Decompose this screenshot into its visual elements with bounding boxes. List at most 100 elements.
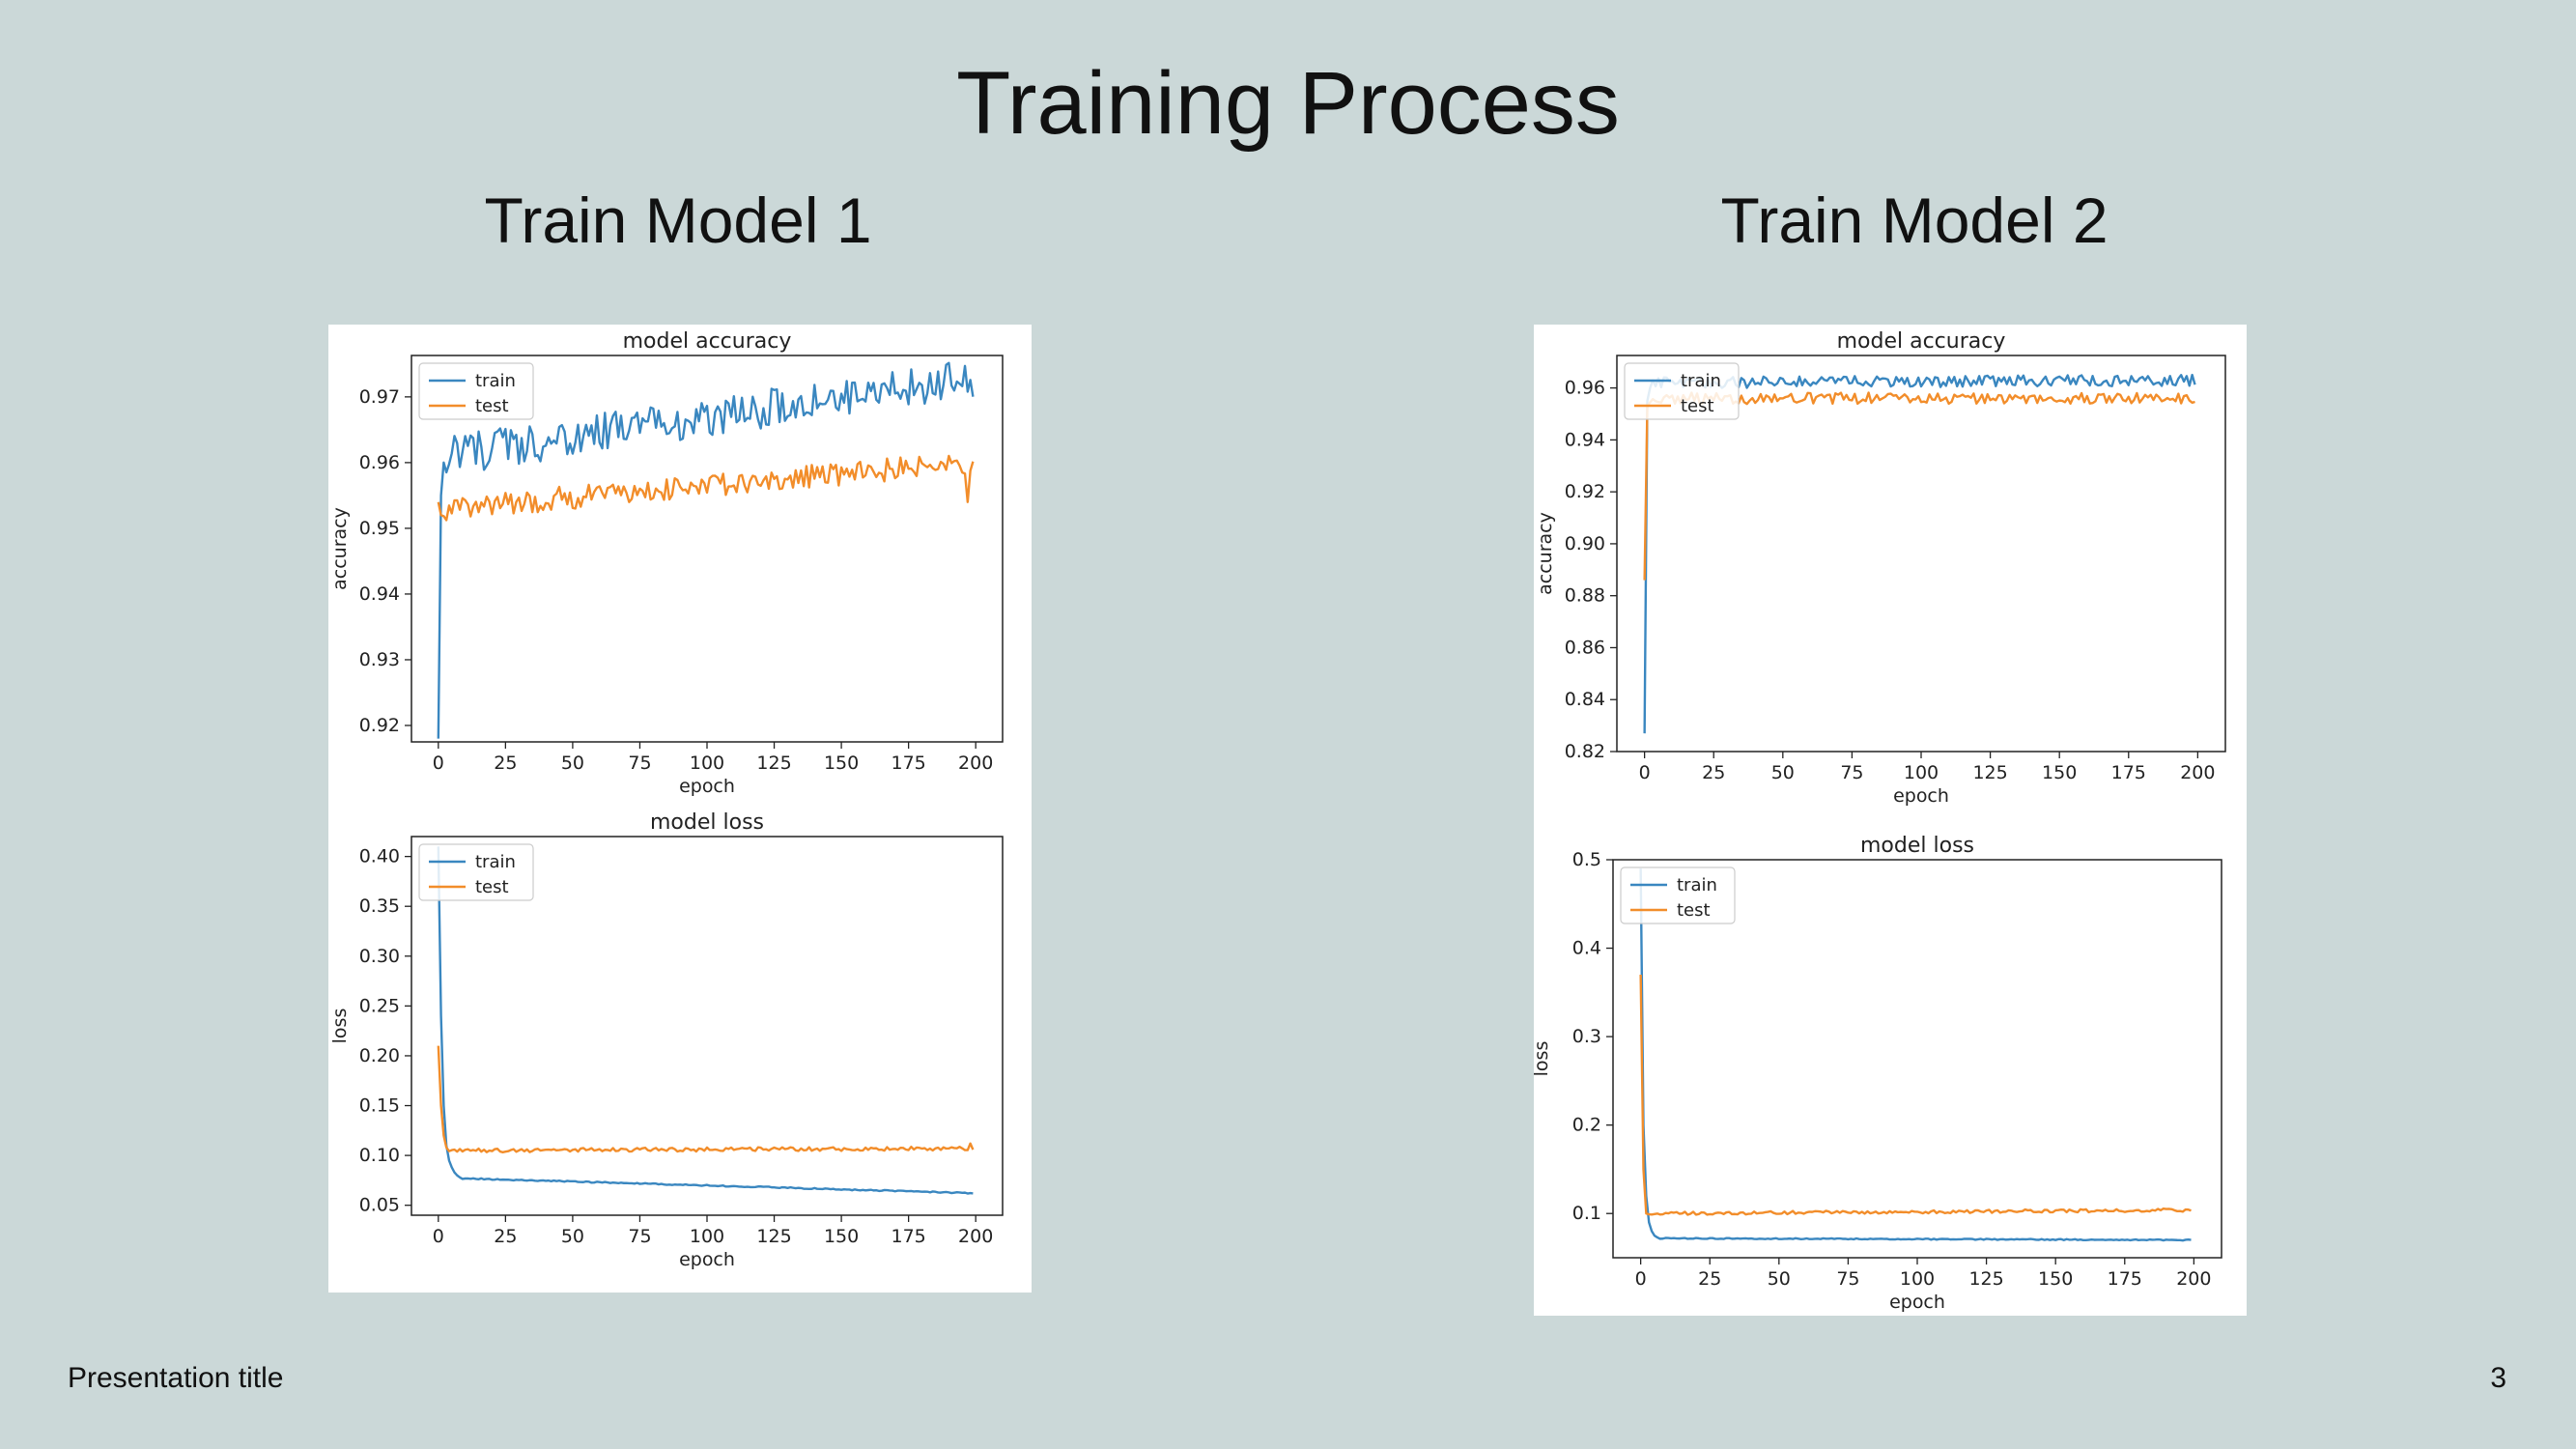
m1-loss-xtick-label: 50 <box>561 1226 584 1247</box>
m1-loss-legend-label-train: train <box>475 852 516 872</box>
slide-title: Training Process <box>956 54 1620 153</box>
model-1-figure: model accuracy 0 25 50 75 100 125 150 175 200 0.92… <box>328 325 1032 1293</box>
m2-loss-xtick-label: 200 <box>2176 1268 2211 1290</box>
m2-loss-xtick-label: 0 <box>1635 1268 1647 1290</box>
m1-accuracy-ylabel: accuracy <box>329 507 351 590</box>
m1-accuracy-ytick-label: 0.94 <box>359 583 400 605</box>
m1-accuracy-xtick-label: 150 <box>824 753 859 774</box>
m1-loss-xtick-label: 125 <box>756 1226 791 1247</box>
m2-accuracy-ytick-label: 0.92 <box>1565 481 1605 502</box>
m1-accuracy-xtick-label: 50 <box>561 753 584 774</box>
m2-accuracy-series-test <box>1643 391 2195 581</box>
m2-accuracy-legend-label-test: test <box>1681 396 1714 416</box>
m1-loss-ytick-label: 0.25 <box>359 995 400 1016</box>
m2-accuracy-legend: train test <box>1624 362 1740 420</box>
model-1-heading: Train Model 1 <box>484 185 872 256</box>
m1-loss-chart: model loss 0 25 50 75 100 125 150 175 200 0.05 0.10… <box>329 810 1004 1270</box>
m1-loss-ytick-label: 0.35 <box>359 895 400 917</box>
m2-loss-xtick-label: 175 <box>2108 1268 2142 1290</box>
page-number: 3 <box>2490 1362 2506 1394</box>
m2-loss-ytick-label: 0.2 <box>1572 1115 1601 1136</box>
m2-loss-ytick-label: 0.5 <box>1572 849 1601 870</box>
m2-accuracy-ytick-label: 0.86 <box>1565 637 1605 658</box>
m2-accuracy-ytick-label: 0.96 <box>1565 378 1605 399</box>
m1-accuracy-ytick-label: 0.97 <box>359 386 400 408</box>
m1-accuracy-series-test <box>437 454 975 522</box>
m1-loss-title: model loss <box>650 810 764 835</box>
m1-accuracy-legend-label-train: train <box>475 371 516 391</box>
m2-accuracy-series-train <box>1643 373 2196 734</box>
m1-accuracy-ytick-label: 0.96 <box>359 452 400 473</box>
m1-loss-ytick-label: 0.30 <box>359 946 400 967</box>
m1-loss-ylabel: loss <box>329 1009 351 1044</box>
m2-accuracy-xtick-label: 75 <box>1840 762 1863 783</box>
m2-accuracy-xtick-label: 175 <box>2111 762 2146 783</box>
m2-accuracy-legend-label-train: train <box>1681 371 1721 391</box>
m2-accuracy-title: model accuracy <box>1837 329 2006 354</box>
m2-loss-legend-label-train: train <box>1677 875 1717 895</box>
model-2-figure: model accuracy 0 25 50 75 100 125 150 175 200 0.82… <box>1534 325 2247 1316</box>
m2-accuracy-xtick-label: 100 <box>1904 762 1939 783</box>
m2-loss-ylabel: loss <box>1534 1041 1552 1077</box>
m2-loss-ytick-label: 0.3 <box>1572 1026 1601 1047</box>
m1-loss-ytick-label: 0.40 <box>359 846 400 867</box>
m1-accuracy-xtick-label: 75 <box>628 753 651 774</box>
m1-loss-ytick-label: 0.10 <box>359 1145 400 1166</box>
m2-accuracy-ytick-label: 0.94 <box>1565 429 1605 450</box>
m1-accuracy-xtick-label: 125 <box>756 753 791 774</box>
m2-loss-xtick-label: 25 <box>1698 1268 1721 1290</box>
m1-loss-legend: train test <box>418 843 534 901</box>
m1-loss-ytick-label: 0.15 <box>359 1095 400 1117</box>
m2-accuracy-ylabel: accuracy <box>1535 512 1556 595</box>
m1-accuracy-xtick-label: 200 <box>958 753 993 774</box>
m1-accuracy-legend-label-test: test <box>475 396 509 416</box>
m1-accuracy-ytick-label: 0.92 <box>359 715 400 736</box>
m2-accuracy-ytick-label: 0.82 <box>1565 741 1605 762</box>
m1-accuracy-chart: model accuracy 0 25 50 75 100 125 150 175 200 0.92… <box>329 329 1004 797</box>
footer-presentation-title: Presentation title <box>68 1362 284 1394</box>
m1-accuracy-title: model accuracy <box>623 329 792 354</box>
m2-accuracy-ytick-label: 0.88 <box>1565 585 1605 607</box>
m1-loss-xlabel: epoch <box>679 1249 735 1270</box>
m1-accuracy-xtick-label: 175 <box>892 753 926 774</box>
model-2-heading: Train Model 2 <box>1720 185 2109 256</box>
m1-loss-legend-label-test: test <box>475 877 509 897</box>
m2-loss-chart: model loss 0 25 50 75 100 125 150 175 200 0.1 0.2 0.… <box>1534 834 2222 1313</box>
m2-loss-ytick-label: 0.4 <box>1572 938 1601 959</box>
m1-loss-xtick-label: 175 <box>892 1226 926 1247</box>
m2-accuracy-xtick-label: 50 <box>1771 762 1795 783</box>
m2-accuracy-xtick-label: 25 <box>1702 762 1725 783</box>
m1-accuracy-legend: train test <box>418 362 534 420</box>
m2-accuracy-xtick-label: 0 <box>1639 762 1651 783</box>
m2-loss-ytick-label: 0.1 <box>1572 1203 1601 1224</box>
m1-accuracy-series-train <box>437 361 975 739</box>
m2-loss-legend: train test <box>1620 867 1736 924</box>
m1-loss-xtick-label: 25 <box>494 1226 517 1247</box>
m1-accuracy-xtick-label: 25 <box>494 753 517 774</box>
m2-loss-xtick-label: 50 <box>1768 1268 1791 1290</box>
m1-loss-xtick-label: 100 <box>690 1226 724 1247</box>
m2-accuracy-xtick-label: 125 <box>1972 762 2007 783</box>
m1-loss-ytick-label: 0.05 <box>359 1195 400 1216</box>
m1-accuracy-xlabel: epoch <box>679 776 735 797</box>
m2-loss-legend-label-test: test <box>1677 900 1711 921</box>
m2-accuracy-xtick-label: 200 <box>2180 762 2215 783</box>
m2-accuracy-ytick-label: 0.90 <box>1565 533 1605 554</box>
m2-loss-xtick-label: 100 <box>1900 1268 1935 1290</box>
m1-accuracy-xtick-label: 100 <box>690 753 724 774</box>
m1-accuracy-xtick-label: 0 <box>433 753 444 774</box>
m2-accuracy-xtick-label: 150 <box>2042 762 2077 783</box>
m2-loss-series-train <box>1639 868 2192 1242</box>
m1-loss-xtick-label: 150 <box>824 1226 859 1247</box>
m1-accuracy-ytick-label: 0.95 <box>359 518 400 539</box>
m2-loss-xlabel: epoch <box>1889 1292 1945 1313</box>
m1-loss-xtick-label: 0 <box>433 1226 444 1247</box>
m1-loss-ytick-label: 0.20 <box>359 1045 400 1066</box>
m2-loss-xtick-label: 150 <box>2038 1268 2073 1290</box>
m2-accuracy-xlabel: epoch <box>1893 785 1949 807</box>
m1-loss-xtick-label: 200 <box>958 1226 993 1247</box>
m1-loss-series-test <box>437 1045 975 1153</box>
m2-loss-series-test <box>1639 975 2192 1216</box>
m2-accuracy-ytick-label: 0.84 <box>1565 689 1605 710</box>
m2-loss-xtick-label: 75 <box>1836 1268 1859 1290</box>
